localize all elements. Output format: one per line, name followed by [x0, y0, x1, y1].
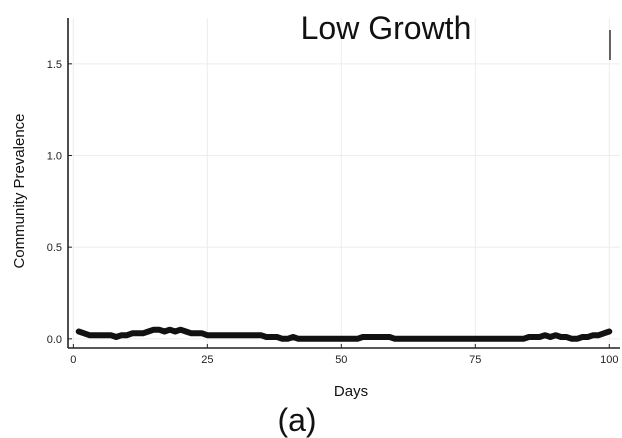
series-layer: [75, 326, 613, 342]
y-tick-label: 0.0: [47, 334, 62, 346]
series-line: [75, 326, 613, 342]
axes: [67, 18, 620, 349]
grid: [68, 18, 620, 348]
ticks: 0 25 50 75 100 0.0 0.5 1.0 1.5: [47, 59, 619, 366]
y-axis-title: Community Prevalence: [11, 113, 28, 268]
y-tick-label: 1.0: [47, 151, 62, 163]
x-tick-label: 0: [70, 354, 76, 366]
x-tick-label: 75: [469, 354, 481, 366]
x-tick-label: 50: [335, 354, 347, 366]
chart-title: Low Growth: [301, 10, 472, 46]
x-tick-label: 100: [600, 354, 618, 366]
y-tick-label: 1.5: [47, 59, 62, 71]
x-tick-label: 25: [201, 354, 213, 366]
panel-label: (a): [277, 402, 316, 438]
x-axis-title: Days: [334, 383, 368, 400]
y-tick-label: 0.5: [47, 242, 62, 254]
